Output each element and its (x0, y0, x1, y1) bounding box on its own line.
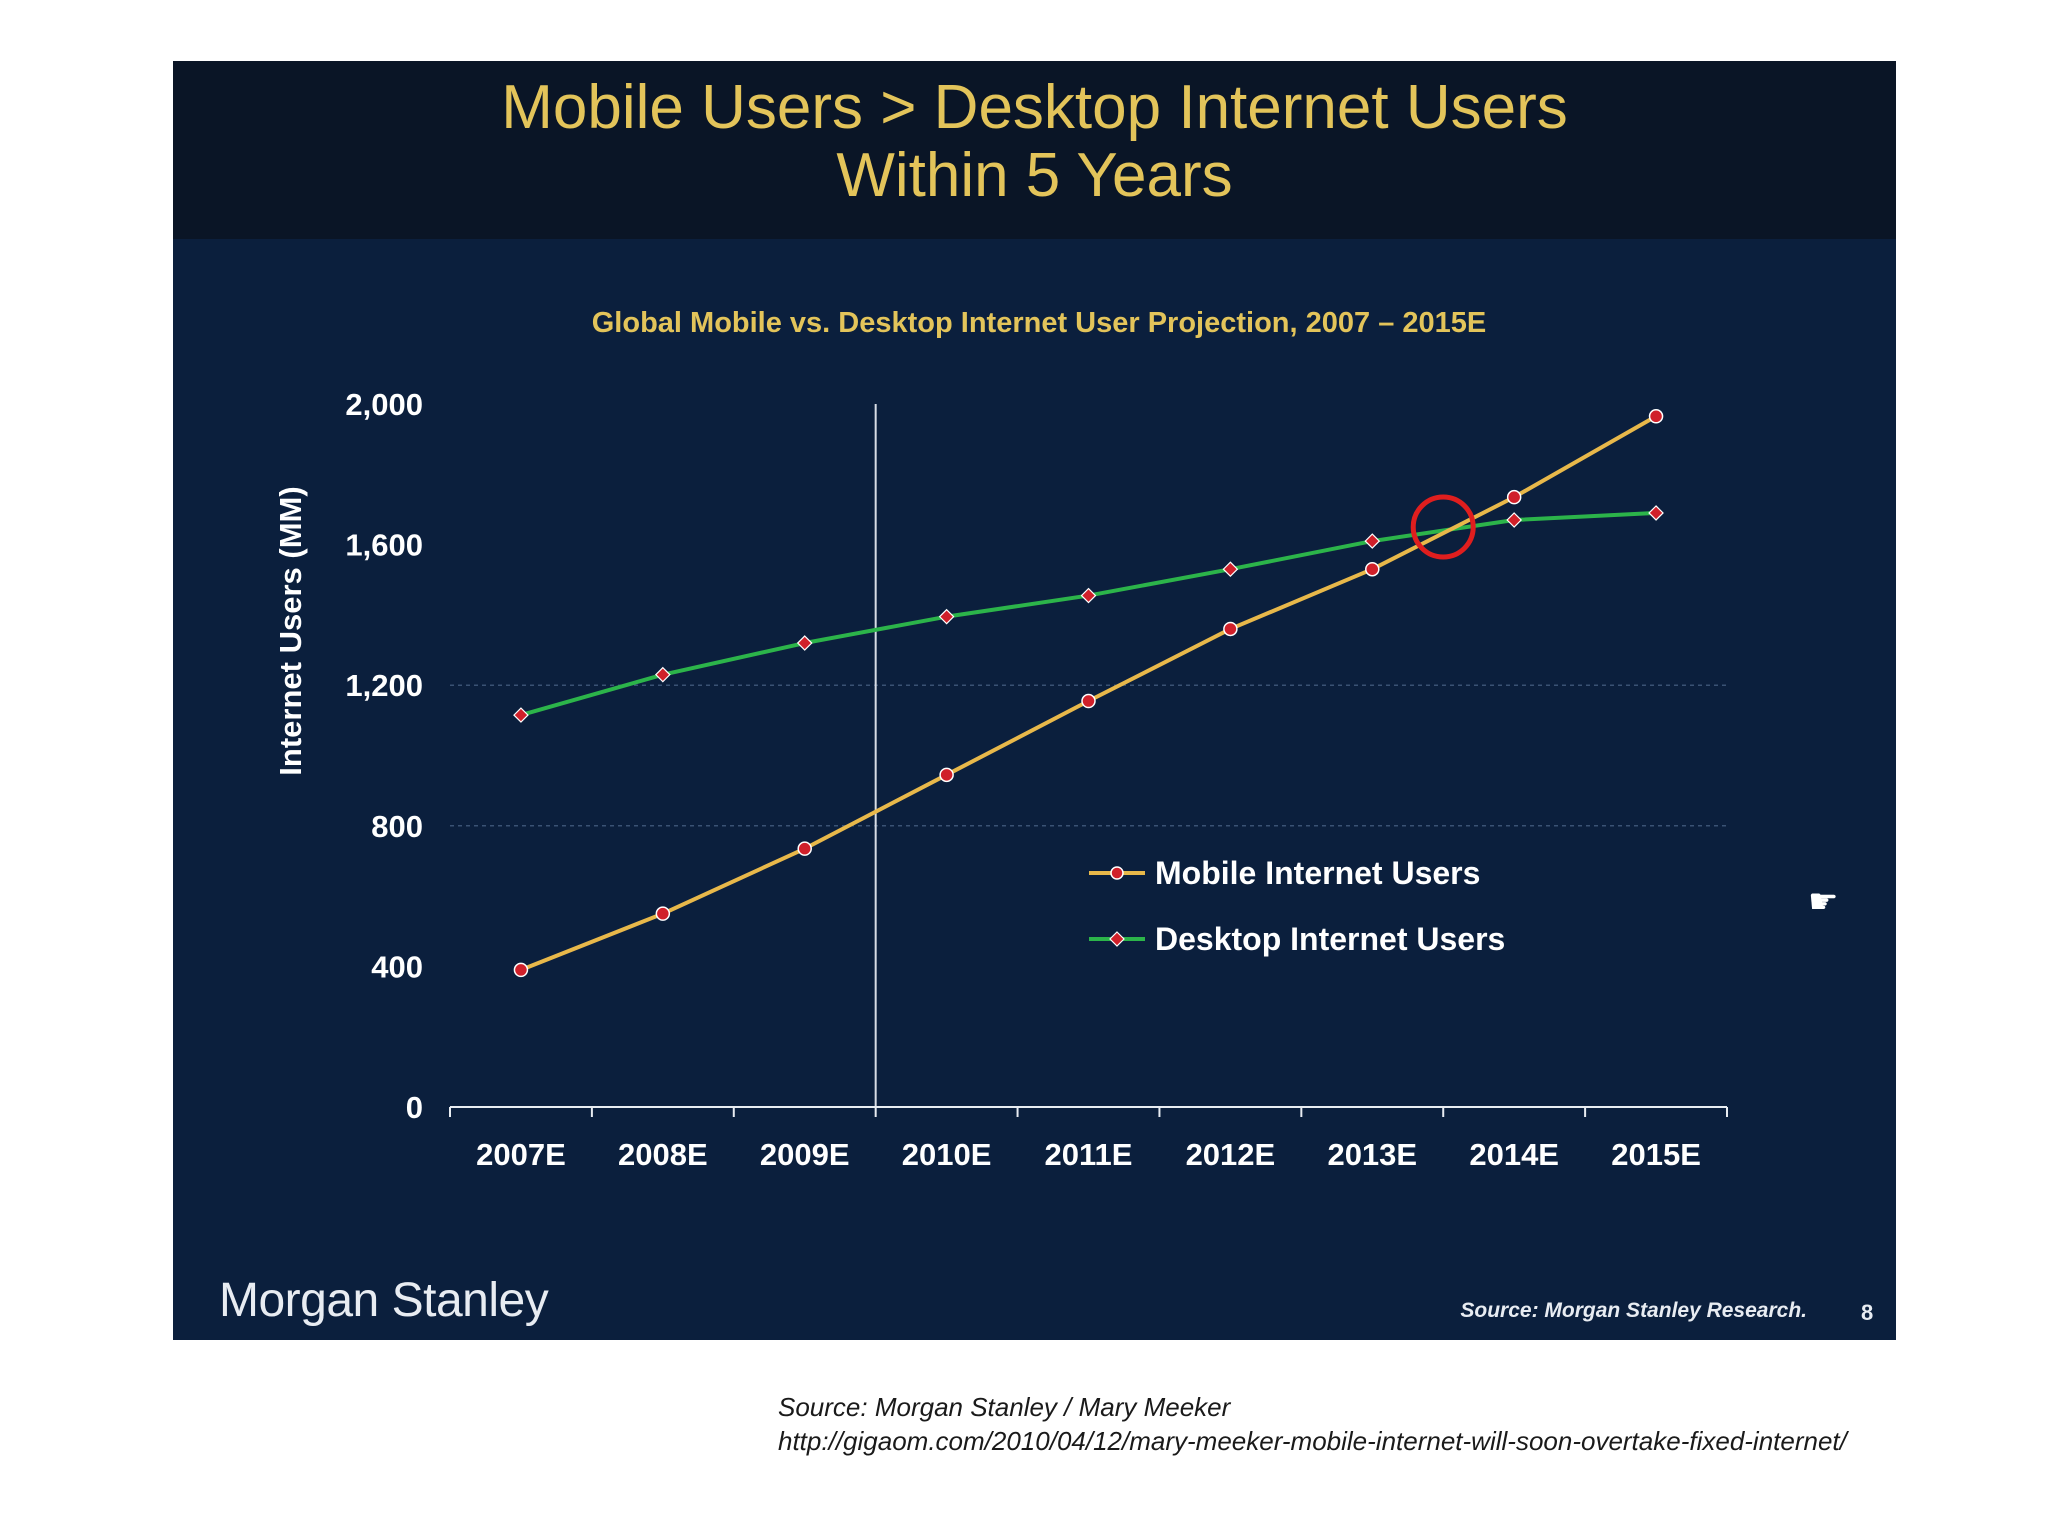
x-tick-label: 2011E (1045, 1137, 1133, 1172)
y-tick-label: 0 (406, 1090, 423, 1125)
brand-logo: Morgan Stanley (219, 1274, 549, 1327)
chart-title: Global Mobile vs. Desktop Internet User … (592, 307, 1486, 339)
y-tick-label: 400 (371, 949, 423, 984)
data-point (1506, 512, 1523, 528)
x-tick-label: 2014E (1469, 1137, 1559, 1172)
x-tick-label: 2013E (1327, 1137, 1417, 1172)
data-point (513, 962, 529, 978)
data-point (654, 666, 671, 683)
data-point (1648, 409, 1664, 424)
slide: Mobile Users > Desktop Internet Users Wi… (173, 61, 1896, 1340)
y-tick-label: 800 (371, 809, 423, 844)
x-tick-label: 2009E (760, 1137, 850, 1172)
data-point (938, 608, 955, 625)
title-band (173, 61, 1896, 239)
legend-marker (1109, 931, 1125, 947)
pointing-hand-icon: ☛ (1808, 882, 1839, 922)
x-tick-label: 2008E (618, 1137, 708, 1172)
data-point (655, 906, 671, 921)
y-tick-label: 1,600 (345, 528, 423, 563)
data-point (1365, 561, 1380, 577)
series-line (520, 414, 1658, 972)
x-tick-label: 2015E (1611, 1137, 1701, 1172)
legend-label: Mobile Internet Users (1155, 855, 1480, 891)
data-point (1223, 621, 1238, 637)
x-tick-label: 2007E (476, 1137, 566, 1172)
data-point (1081, 693, 1096, 709)
page-number: 8 (1861, 1300, 1874, 1325)
slide-title-line-1: Mobile Users > Desktop Internet Users (501, 73, 1568, 142)
data-point (796, 635, 813, 651)
y-tick-label: 1,200 (345, 668, 423, 703)
x-tick-label: 2012E (1186, 1137, 1276, 1172)
y-axis-label: Internet Users (MM) (273, 486, 308, 775)
legend-label: Desktop Internet Users (1155, 921, 1505, 957)
data-point (1080, 587, 1097, 604)
data-point (939, 767, 954, 783)
x-tick-label: 2010E (902, 1137, 992, 1172)
data-point (1506, 489, 1522, 505)
footer-url[interactable]: http://gigaom.com/2010/04/12/mary-meeker… (778, 1426, 1847, 1456)
data-point (797, 841, 812, 856)
footer-source: Source: Morgan Stanley / Mary Meeker (778, 1392, 1231, 1422)
y-tick-label: 2,000 (345, 387, 423, 422)
legend-marker (1110, 866, 1124, 880)
data-point (1222, 561, 1239, 578)
data-point (1648, 505, 1664, 521)
chart: Global Mobile vs. Desktop Internet User … (273, 307, 1728, 1172)
crossover-highlight-circle (1410, 494, 1476, 560)
data-point (1364, 533, 1381, 549)
slide-title-line-2: Within 5 Years (836, 141, 1233, 210)
slide-source: Source: Morgan Stanley Research. (1460, 1299, 1807, 1322)
data-point (513, 707, 529, 723)
